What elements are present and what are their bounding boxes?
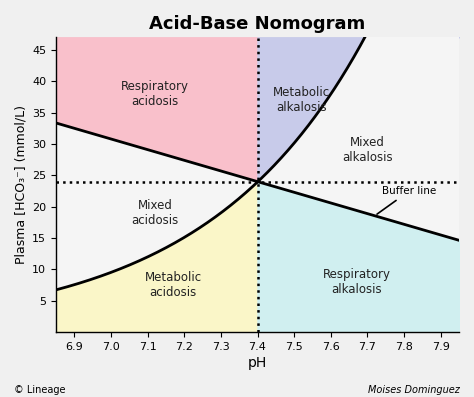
Text: Metabolic
acidosis: Metabolic acidosis — [145, 271, 202, 299]
Text: Mixed
alkalosis: Mixed alkalosis — [342, 136, 393, 164]
Text: $P_{CO_2}$ = 40 mmHg: $P_{CO_2}$ = 40 mmHg — [0, 396, 1, 397]
Text: Buffer line: Buffer line — [377, 186, 436, 214]
X-axis label: pH: pH — [248, 356, 267, 370]
Title: Acid-Base Nomogram: Acid-Base Nomogram — [149, 15, 365, 33]
Text: Respiratory
acidosis: Respiratory acidosis — [121, 80, 189, 108]
Text: Mixed
acidosis: Mixed acidosis — [131, 199, 179, 227]
Text: © Lineage: © Lineage — [14, 385, 66, 395]
Text: Respiratory
alkalosis: Respiratory alkalosis — [322, 268, 391, 296]
Text: Moises Dominguez: Moises Dominguez — [368, 385, 460, 395]
Y-axis label: Plasma [HCO₃⁻] (mmol/L): Plasma [HCO₃⁻] (mmol/L) — [15, 105, 28, 264]
Text: Metabolic
alkalosis: Metabolic alkalosis — [273, 86, 330, 114]
